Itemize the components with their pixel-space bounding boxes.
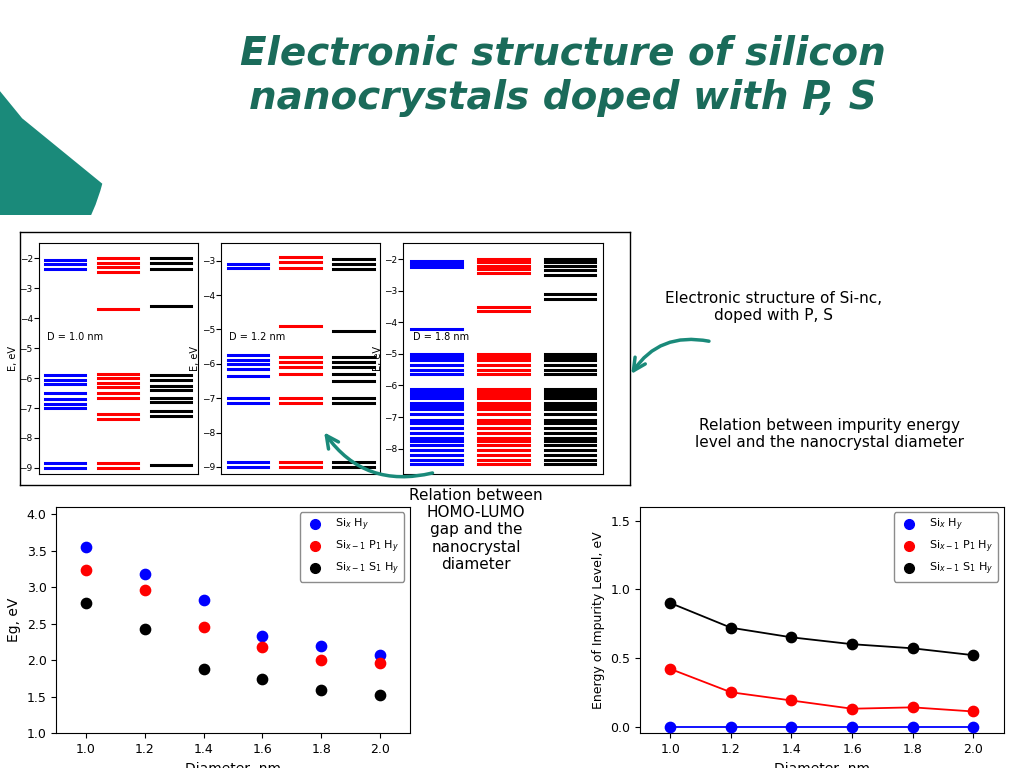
Point: [313, 654, 330, 667]
Point: [196, 594, 212, 606]
Point: [78, 598, 94, 610]
Point: [904, 701, 921, 713]
Point: [78, 564, 94, 576]
Y-axis label: Eg, eV: Eg, eV: [7, 598, 22, 642]
Point: [196, 663, 212, 675]
Point: [313, 641, 330, 653]
Point: [844, 720, 860, 733]
Point: [783, 720, 800, 733]
Y-axis label: Energy of Impurity Level, eV: Energy of Impurity Level, eV: [592, 531, 605, 709]
Point: [965, 720, 981, 733]
Point: [663, 663, 679, 675]
Point: [196, 621, 212, 634]
Text: Relation between impurity energy
level and the nanocrystal diameter: Relation between impurity energy level a…: [695, 418, 964, 450]
Point: [372, 657, 388, 669]
Point: [783, 694, 800, 707]
FancyArrowPatch shape: [327, 435, 432, 477]
Point: [254, 674, 270, 686]
Point: [372, 690, 388, 702]
Text: Electronic structure of Si-nc,
doped with P, S: Electronic structure of Si-nc, doped wit…: [665, 291, 882, 323]
Point: [723, 621, 739, 634]
Text: Relation between
HOMO-LUMO
gap and the
nanocrystal
diameter: Relation between HOMO-LUMO gap and the n…: [410, 488, 543, 572]
Point: [783, 631, 800, 644]
Y-axis label: E, eV: E, eV: [8, 346, 18, 371]
Point: [663, 597, 679, 609]
Text: Electronic structure of silicon
nanocrystals doped with P, S: Electronic structure of silicon nanocrys…: [241, 35, 886, 117]
X-axis label: Diameter, nm: Diameter, nm: [185, 762, 281, 768]
Point: [965, 649, 981, 661]
Point: [254, 629, 270, 641]
Point: [313, 684, 330, 697]
X-axis label: Diameter, nm: Diameter, nm: [774, 762, 869, 768]
Point: [136, 623, 153, 635]
Point: [723, 686, 739, 698]
Point: [844, 703, 860, 715]
FancyArrowPatch shape: [634, 339, 709, 371]
Wedge shape: [0, 29, 102, 273]
Point: [136, 568, 153, 581]
Y-axis label: E, eV: E, eV: [190, 346, 201, 371]
Point: [904, 642, 921, 654]
Legend: Si$_x$ H$_y$, Si$_{x-1}$ P$_1$ H$_y$, Si$_{x-1}$ S$_1$ H$_y$: Si$_x$ H$_y$, Si$_{x-1}$ P$_1$ H$_y$, Si…: [300, 512, 404, 581]
Legend: Si$_x$ H$_y$, Si$_{x-1}$ P$_1$ H$_y$, Si$_{x-1}$ S$_1$ H$_y$: Si$_x$ H$_y$, Si$_{x-1}$ P$_1$ H$_y$, Si…: [894, 512, 998, 581]
Point: [372, 649, 388, 661]
Point: [965, 705, 981, 717]
Text: D = 1.2 nm: D = 1.2 nm: [229, 333, 286, 343]
Point: [78, 541, 94, 553]
Point: [723, 720, 739, 733]
Point: [663, 720, 679, 733]
Point: [904, 720, 921, 733]
Point: [254, 641, 270, 654]
Text: D = 1.8 nm: D = 1.8 nm: [414, 333, 470, 343]
Text: D = 1.0 nm: D = 1.0 nm: [47, 333, 103, 343]
Y-axis label: E, eV: E, eV: [373, 346, 383, 371]
Point: [136, 584, 153, 596]
Point: [844, 638, 860, 650]
